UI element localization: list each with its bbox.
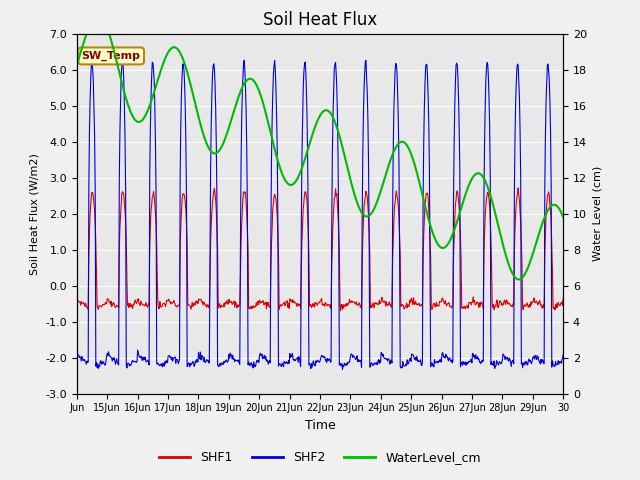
SHF1 — [397, 302, 405, 308]
SHF2 — [559, 351, 567, 357]
WaterLevel_cm — [83, 31, 91, 36]
WaterLevel_cm — [262, 113, 270, 119]
SHF2 — [244, 362, 252, 368]
SHF2 — [339, 366, 346, 372]
WaterLevel_cm — [515, 276, 523, 282]
SHF2 — [398, 365, 406, 371]
Line: SHF2: SHF2 — [77, 60, 563, 369]
WaterLevel_cm — [397, 139, 405, 144]
SHF2 — [220, 361, 227, 367]
Title: Soil Heat Flux: Soil Heat Flux — [263, 11, 377, 29]
SHF2 — [371, 360, 379, 366]
Legend: SHF1, SHF2, WaterLevel_cm: SHF1, SHF2, WaterLevel_cm — [154, 446, 486, 469]
WaterLevel_cm — [73, 62, 81, 68]
WaterLevel_cm — [559, 214, 567, 220]
SHF1 — [73, 299, 81, 304]
Line: WaterLevel_cm: WaterLevel_cm — [77, 34, 563, 279]
Y-axis label: Water Level (cm): Water Level (cm) — [593, 166, 603, 261]
Line: SHF1: SHF1 — [77, 188, 563, 311]
X-axis label: Time: Time — [305, 419, 335, 432]
SHF2 — [241, 58, 248, 63]
WaterLevel_cm — [220, 139, 228, 144]
SHF1 — [337, 308, 344, 313]
WaterLevel_cm — [371, 205, 378, 211]
SHF1 — [262, 299, 269, 305]
SHF1 — [515, 185, 522, 191]
WaterLevel_cm — [131, 116, 138, 122]
WaterLevel_cm — [244, 76, 252, 82]
SHF1 — [220, 304, 227, 310]
SHF1 — [130, 302, 138, 308]
SHF2 — [130, 359, 138, 365]
SHF2 — [262, 358, 270, 364]
SHF1 — [559, 295, 567, 301]
SHF1 — [244, 228, 252, 234]
Text: SW_Temp: SW_Temp — [82, 51, 141, 61]
SHF2 — [73, 348, 81, 354]
Y-axis label: Soil Heat Flux (W/m2): Soil Heat Flux (W/m2) — [30, 153, 40, 275]
SHF1 — [371, 305, 378, 311]
